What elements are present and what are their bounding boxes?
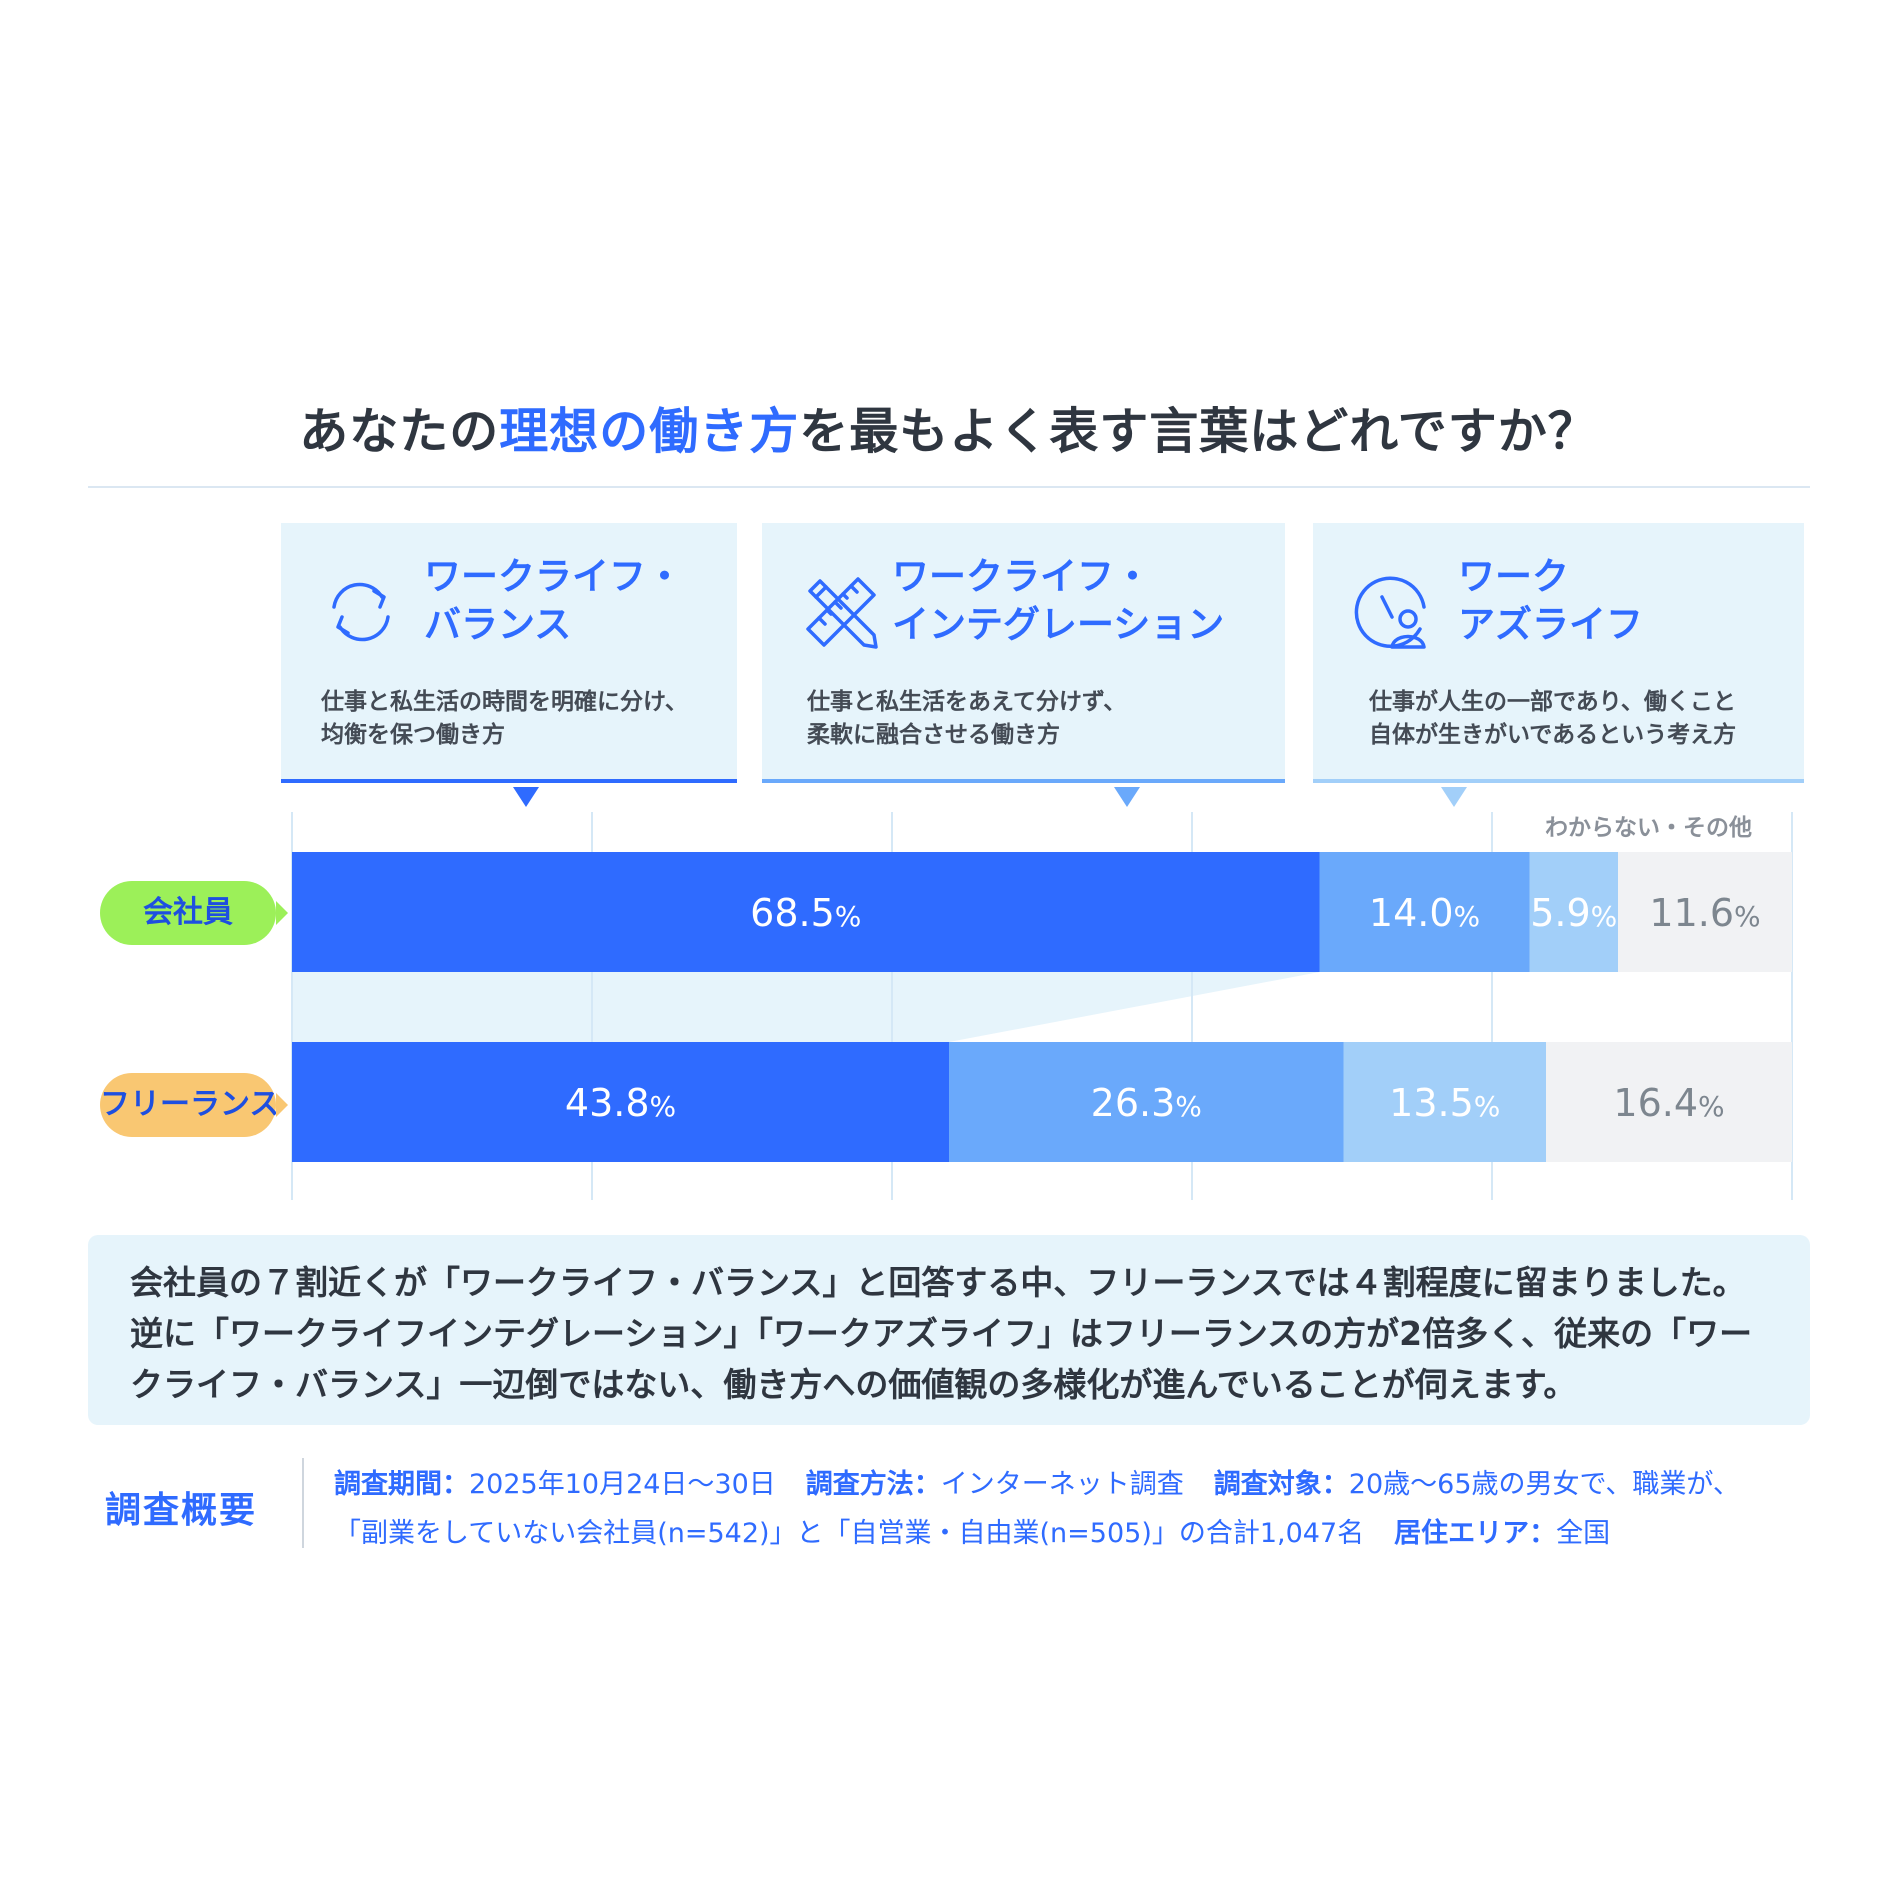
data-label-unit: % [1591,900,1618,933]
card-description: 仕事と私生活の時間を明確に分け、 均衡を保つ働き方 [321,686,688,752]
clock-person-icon [1354,576,1426,649]
survey-method: インターネット調査 [940,1469,1184,1500]
row-label-freelance: フリーランス [100,1073,288,1137]
card-title: ワーク アズライフ [1458,553,1643,649]
card-title-line2: バランス [424,603,572,646]
row-label-pointer [276,1093,288,1117]
data-label-value: 68.5 [750,891,835,935]
card-title-line2: アズライフ [1458,603,1643,646]
survey-target: 20歳～65歳の男女で、職業が、 [1348,1469,1740,1500]
bar-segment [1529,852,1618,972]
stacked-bar-chart: 68.5% 14.0% 5.9% 11.6%43.8% 26.3% 13.5% 16.4% [291,812,1793,1200]
card-title-line1: ワークライフ・ [892,555,1151,598]
data-label-unit: % [1698,1090,1725,1123]
legend-card-work-life-integration: ワークライフ・ インテグレーション 仕事と私生活をあえて分けず、 柔軟に融合させ… [762,523,1285,807]
survey-area: 全国 [1556,1518,1611,1549]
data-label-value: 13.5 [1389,1081,1474,1125]
data-label: 5.9% [1530,891,1617,935]
card-pointer-arrow [1114,787,1140,807]
data-label-unit: % [1734,900,1761,933]
card-pointer-arrow [513,787,539,807]
card-pointer-arrow [1441,787,1467,807]
data-label-unit: % [650,1090,677,1123]
row-label-company-employee: 会社員 [100,881,288,945]
card-desc-line1: 仕事と私生活をあえて分けず、 [807,689,1127,715]
card-desc-line2: 均衡を保つ働き方 [321,722,505,748]
card-desc-line1: 仕事と私生活の時間を明確に分け、 [321,689,688,715]
survey-period-label: 調査期間： [334,1469,469,1500]
title-part1: あなたの [299,403,500,460]
card-desc-line2: 自体が生きがいであるという考え方 [1369,722,1737,748]
data-label-unit: % [1175,1090,1202,1123]
legend-label-other: わからない・その他 [1545,815,1752,841]
data-label: 26.3% [1091,1081,1202,1125]
survey-method-label: 調査方法： [805,1469,941,1500]
survey-target-label: 調査対象： [1213,1469,1349,1500]
legend-card-work-life-balance: ワークライフ・ バランス 仕事と私生活の時間を明確に分け、 均衡を保つ働き方 [281,523,737,807]
page-title: あなたの理想の働き方を最もよく表す言葉はどれですか？ [0,392,1897,463]
survey-line1: 調査期間：2025年10月24日～30日 調査方法：インターネット調査 調査対象：2… [334,1460,1740,1509]
title-divider [88,486,1810,488]
data-label-value: 11.6 [1649,891,1734,935]
card-title: ワークライフ・ バランス [424,553,683,649]
row-label-text: 会社員 [143,895,233,930]
bar-segment [1319,852,1530,972]
title-part3: を最もよく表す言葉はどれですか？ [799,403,1598,460]
series-connector-band [292,972,1320,1042]
bar-segment [292,852,1320,972]
survey-target-detail: 「副業をしていない会社員(n=542)」と「自営業・自由業(n=505)」の合計… [334,1518,1365,1549]
bar-segment [292,1042,949,1162]
title-highlight: 理想の働き方 [499,403,800,460]
data-label-unit: % [835,900,862,933]
summary-line2: 逆に「ワークライフインテグレーション」「ワークアズライフ」はフリーランスの方が2… [130,1314,1753,1353]
cycle-arrows-icon [332,582,390,642]
bar-segment [1343,1042,1546,1162]
card-title-line1: ワーク [1458,555,1569,598]
survey-divider [302,1458,304,1548]
card-description: 仕事と私生活をあえて分けず、 柔軟に融合させる働き方 [807,686,1126,752]
data-label-value: 16.4 [1613,1081,1698,1125]
row-label-text: フリーランス [100,1087,280,1122]
summary-line3: クライフ・バランス」一辺倒ではない、働き方への価値観の多様化が進んでいることが伺… [130,1365,1577,1404]
bar-segment [1546,1042,1792,1162]
survey-period: 2025年10月24日～30日 [469,1469,776,1500]
data-label: 14.0% [1369,891,1480,935]
card-desc-line1: 仕事が人生の一部であり、働くこと [1369,689,1736,715]
card-accent-bar [1313,779,1804,783]
survey-overview-title: 調査概要 [105,1490,258,1531]
data-label-value: 14.0 [1369,891,1454,935]
data-label-value: 5.9 [1530,891,1590,935]
card-accent-bar [281,779,737,783]
data-label-value: 26.3 [1091,1081,1176,1125]
row-label-pointer [276,901,288,925]
bar-segment [1618,852,1792,972]
card-description: 仕事が人生の一部であり、働くこと 自体が生きがいであるという考え方 [1369,686,1736,752]
data-label: 43.8% [565,1081,676,1125]
survey-area-label: 居住エリア： [1394,1518,1557,1549]
summary-line1: 会社員の７割近くが「ワークライフ・バランス」と回答する中、フリーランスでは４割程… [130,1263,1746,1302]
card-title: ワークライフ・ インテグレーション [892,553,1224,649]
bar-segment [949,1042,1344,1162]
survey-details: 調査期間：2025年10月24日～30日 調査方法：インターネット調査 調査対象：2… [334,1460,1740,1558]
data-label: 13.5% [1389,1081,1500,1125]
summary-box: 会社員の７割近くが「ワークライフ・バランス」と回答する中、フリーランスでは４割程… [88,1235,1810,1425]
data-label: 11.6% [1649,891,1760,935]
pencil-ruler-icon [806,577,878,649]
survey-line2: 「副業をしていない会社員(n=542)」と「自営業・自由業(n=505)」の合計… [334,1509,1740,1558]
legend-card-work-as-life: ワーク アズライフ 仕事が人生の一部であり、働くこと 自体が生きがいであるという… [1313,523,1804,807]
data-label-value: 43.8 [565,1081,650,1125]
card-desc-line2: 柔軟に融合させる働き方 [807,722,1060,748]
data-label: 16.4% [1613,1081,1724,1125]
data-label: 68.5% [750,891,861,935]
data-label-unit: % [1474,1090,1501,1123]
card-title-line2: インテグレーション [892,603,1225,646]
data-label-unit: % [1454,900,1481,933]
card-accent-bar [762,779,1285,783]
card-title-line1: ワークライフ・ [424,555,683,598]
